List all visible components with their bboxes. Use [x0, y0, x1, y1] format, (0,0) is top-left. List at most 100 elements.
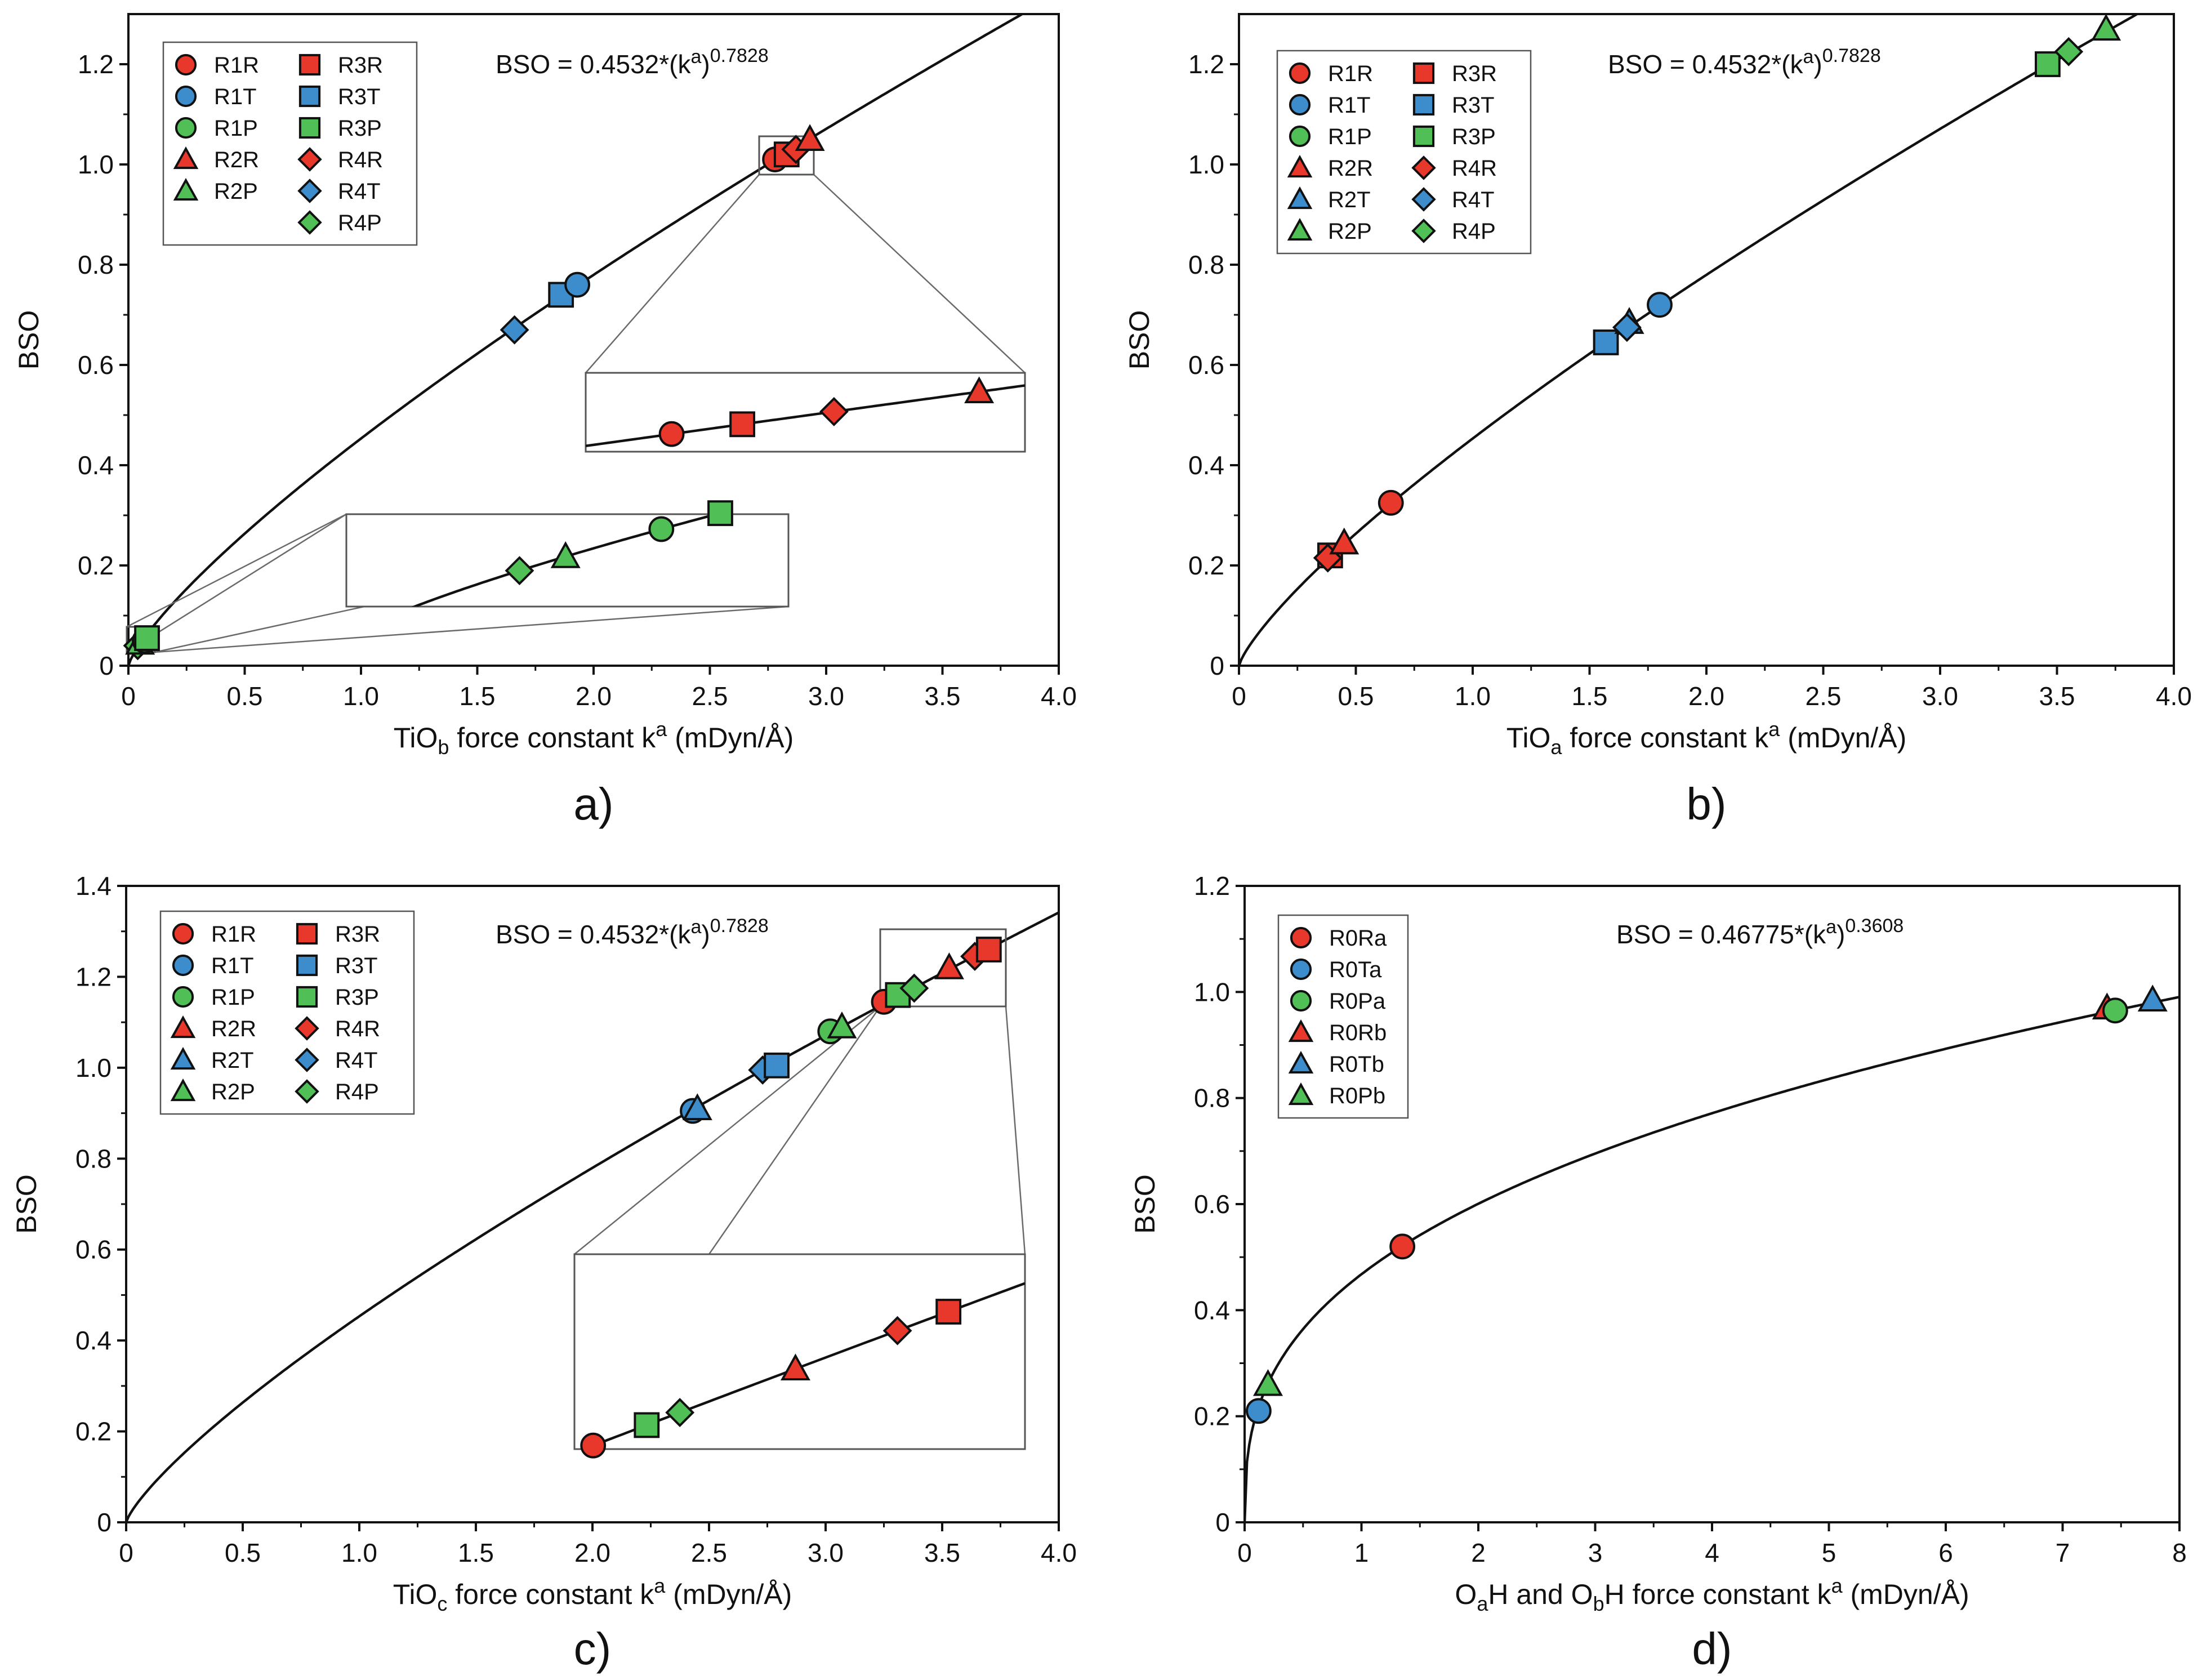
legend-label-R2T: R2T — [1328, 188, 1371, 212]
legend-marker-R3T — [298, 85, 321, 108]
legend-label-R3P: R3P — [335, 985, 379, 1010]
legend-label-R2P: R2P — [1328, 219, 1372, 244]
panel-label: d) — [1692, 1624, 1732, 1674]
legend-marker-R3R — [296, 923, 318, 945]
y-tick-label: 1.2 — [78, 50, 114, 79]
legend-marker-R3R — [298, 54, 321, 76]
x-tick-label: 0.5 — [225, 1538, 261, 1567]
x-tick-label: 4.0 — [1041, 1538, 1077, 1567]
data-point-R1R — [1378, 489, 1404, 516]
legend-marker-R4P — [297, 210, 322, 235]
zoom-inset — [573, 1253, 1026, 1459]
data-point-R0Pa — [2102, 997, 2128, 1024]
legend-label-R1R: R1R — [214, 53, 259, 78]
x-axis-title: TiOc force constant ka (mDyn/Å) — [393, 1574, 792, 1615]
zoom-connector — [154, 605, 789, 653]
x-title-text: (mDyn/Å) — [1843, 1579, 1969, 1610]
legend-marker-R0Pa — [1290, 990, 1312, 1012]
legend-label-R0Ta: R0Ta — [1329, 957, 1382, 982]
x-tick-label: 6 — [1938, 1538, 1953, 1567]
legend-marker-R2P — [173, 177, 199, 201]
x-tick-label: 4.0 — [1041, 681, 1077, 711]
x-title-text: O — [1455, 1579, 1477, 1610]
zoom-connector — [126, 513, 347, 628]
legend-label-R2P: R2P — [211, 1080, 255, 1104]
chart-panel-b: 0 0.5 1.0 1.5 2.0 2.5 3.0 3.5 4.0 0 0.2 0.4 0.6 0.8 1.… — [1124, 13, 2192, 829]
legend-label-R3R: R3R — [1452, 61, 1497, 86]
legend-marker-R2R — [173, 146, 199, 170]
x-tick-label: 4 — [1705, 1538, 1719, 1567]
fit-formula: BSO = 0.46775*(ka)0.3608 — [1616, 915, 1904, 949]
y-tick-label: 0.6 — [1194, 1189, 1230, 1219]
data-point-R1T — [564, 271, 590, 298]
data-point-R2P — [827, 1011, 857, 1039]
y-tick-label: 1.0 — [1194, 977, 1230, 1006]
x-tick-label: 0.5 — [227, 681, 263, 711]
y-tick-label: 0.6 — [78, 350, 114, 380]
zoom-data-point-R1R — [658, 421, 685, 447]
x-tick-label: 1.5 — [458, 1538, 494, 1567]
legend-label-R3T: R3T — [338, 84, 381, 109]
legend-marker-R2R — [170, 1015, 196, 1039]
data-point-R3R — [975, 937, 1002, 962]
y-tick-label: 0.4 — [78, 451, 114, 480]
x-tick-label: 7 — [2056, 1538, 2070, 1567]
y-tick-label: 0 — [1210, 651, 1224, 680]
y-tick-label: 0.4 — [1194, 1295, 1230, 1325]
fit-formula-part: ) — [701, 920, 710, 949]
y-tick-label: 0.8 — [1194, 1084, 1230, 1113]
zoom-inset — [585, 372, 1026, 453]
x-tick-label: 1.0 — [1455, 681, 1491, 711]
zoom-connector — [1005, 1006, 1026, 1255]
legend-label-R4R: R4R — [338, 148, 383, 172]
legend-label-R4P: R4P — [1452, 219, 1496, 244]
legend: R1R R1T R1P R2R R2T R2P R3R R3T R3P R4R R4T R4P — [159, 910, 415, 1115]
legend-label-R0Pa: R0Pa — [1329, 989, 1386, 1014]
legend-label-R2R: R2R — [1328, 156, 1373, 181]
chart-panel-c: 0 0.5 1.0 1.5 2.0 2.5 3.0 3.5 4.0 0 0.2 0.4 0.6 0.8 1.… — [11, 871, 1077, 1674]
y-tick-label: 1.2 — [1194, 871, 1230, 901]
legend-marker-R1T — [175, 85, 197, 108]
zoom-connector — [126, 513, 347, 653]
legend-label-R4T: R4T — [338, 179, 381, 204]
legend-marker-R0Rb — [1288, 1019, 1314, 1042]
fit-formula-part: BSO = 0.4532*(k — [496, 920, 691, 949]
legend-label-R4R: R4R — [1452, 156, 1497, 181]
y-tick-label: 1.2 — [1188, 50, 1224, 79]
legend-marker-R1R — [1289, 62, 1311, 84]
legend-marker-R1R — [172, 923, 194, 945]
legend-marker-R2P — [170, 1078, 196, 1102]
zoom-source-box — [879, 928, 1007, 1008]
zoom-data-point-R2P — [550, 541, 581, 568]
legend-marker-R3R — [1412, 62, 1435, 84]
panel-label: c) — [574, 1624, 612, 1674]
x-tick-label: 3.5 — [2039, 681, 2075, 711]
legend-marker-R1R — [175, 54, 197, 76]
legend-label-R1P: R1P — [214, 116, 258, 141]
x-title-text: force constant k — [1562, 722, 1769, 754]
legend-label-R2T: R2T — [211, 1048, 254, 1073]
y-tick-label: 0.2 — [1188, 551, 1224, 580]
data-point-R4T — [500, 315, 529, 345]
legend-label-R1P: R1P — [1328, 124, 1372, 149]
legend-box — [1276, 50, 1532, 255]
legend-label-R3R: R3R — [335, 922, 380, 947]
legend-marker-R1T — [172, 954, 194, 977]
zoom-data-point-R3P — [634, 1412, 660, 1438]
legend-label-R1T: R1T — [1328, 93, 1371, 118]
x-title-subscript: b — [1593, 1592, 1604, 1615]
legend-marker-R1P — [1289, 125, 1311, 148]
y-tick-label: 1.2 — [75, 962, 112, 991]
data-point-R4T — [1612, 313, 1642, 342]
x-tick-label: 3.0 — [808, 681, 844, 711]
x-tick-label: 2.5 — [1806, 681, 1842, 711]
legend-label-R1T: R1T — [214, 84, 257, 109]
fit-formula-part: 0.7828 — [710, 915, 769, 937]
x-title-subscript: a — [1550, 736, 1562, 759]
x-tick-label: 0.5 — [1338, 681, 1374, 711]
legend-marker-R3T — [296, 954, 318, 977]
legend-label-R2R: R2R — [214, 148, 259, 172]
fit-formula-part: a — [690, 46, 701, 68]
legend: R1R R1T R1P R2R R2P R3R R3T R3P R4R R4T R4P — [162, 41, 418, 246]
